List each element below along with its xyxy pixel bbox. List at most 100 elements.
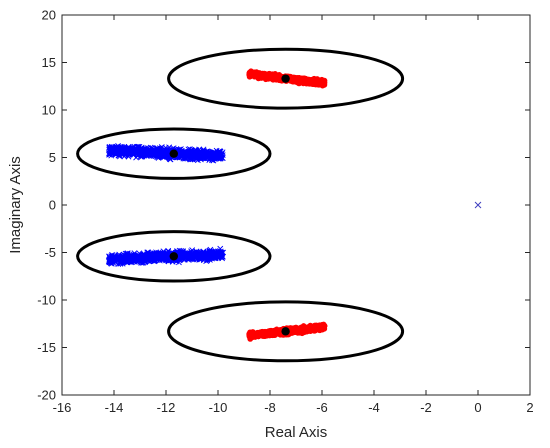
points-layer bbox=[105, 68, 328, 342]
scatter-point bbox=[209, 252, 216, 259]
y-tick-label: -20 bbox=[37, 388, 56, 403]
scatter-point bbox=[142, 151, 149, 157]
scatter-point bbox=[144, 150, 151, 157]
scatter-point bbox=[313, 81, 320, 88]
scatter-point bbox=[147, 255, 154, 262]
scatter-point bbox=[308, 79, 315, 85]
scatter-point bbox=[305, 328, 312, 334]
scatter-point bbox=[303, 80, 310, 87]
scatter-point bbox=[208, 155, 215, 162]
centroid-point bbox=[169, 252, 178, 261]
confidence-ellipse bbox=[167, 300, 405, 363]
scatter-point bbox=[107, 260, 114, 267]
scatter-point bbox=[189, 156, 196, 163]
scatter-point bbox=[321, 79, 328, 86]
scatter-point bbox=[271, 328, 277, 334]
scatter-point bbox=[188, 248, 194, 255]
x-tick-label: -6 bbox=[316, 400, 328, 415]
ellipse-layer bbox=[76, 47, 405, 363]
scatter-point bbox=[185, 148, 192, 155]
y-tick-label: 5 bbox=[49, 150, 56, 165]
confidence-ellipse bbox=[76, 230, 272, 283]
scatter-point bbox=[158, 146, 164, 153]
scatter-point bbox=[181, 152, 188, 158]
scatter-point bbox=[200, 257, 207, 264]
scatter-point bbox=[216, 149, 223, 156]
y-tick-label: -5 bbox=[44, 245, 56, 260]
scatter-point bbox=[188, 252, 195, 259]
scatter-point bbox=[117, 258, 124, 265]
plot-background bbox=[62, 15, 530, 395]
scatter-point bbox=[217, 248, 224, 255]
scatter-point bbox=[320, 323, 327, 329]
scatter-point bbox=[129, 150, 136, 157]
scatter-point bbox=[138, 255, 145, 262]
x-tick-label: -8 bbox=[264, 400, 276, 415]
scatter-point bbox=[248, 333, 255, 340]
scatter-point bbox=[261, 331, 268, 338]
scatter-point bbox=[292, 76, 299, 83]
scatter-point bbox=[159, 250, 166, 257]
scatter-point bbox=[185, 150, 192, 157]
scatter-point bbox=[151, 149, 158, 156]
y-tick-label: 15 bbox=[42, 55, 56, 70]
scatter-point bbox=[133, 258, 139, 264]
x-tick-label: -10 bbox=[209, 400, 228, 415]
scatter-point bbox=[123, 145, 130, 152]
scatter-point bbox=[195, 249, 202, 256]
origin-layer bbox=[474, 201, 482, 209]
centroid-point bbox=[281, 74, 290, 83]
centroid-layer bbox=[169, 74, 290, 336]
x-tick-label: -14 bbox=[105, 400, 124, 415]
y-tick-label: 20 bbox=[42, 8, 56, 23]
scatter-point bbox=[161, 149, 168, 156]
scatter-point bbox=[256, 73, 263, 80]
scatter-point bbox=[123, 257, 130, 264]
scatter-point bbox=[122, 250, 129, 257]
scatter-point bbox=[218, 252, 225, 259]
y-tick-label: 0 bbox=[49, 198, 56, 213]
scatter-point bbox=[106, 144, 113, 151]
blue-cluster bbox=[105, 245, 227, 267]
scatter-point bbox=[247, 72, 254, 79]
scatter-point bbox=[195, 251, 202, 258]
origin-point bbox=[474, 201, 482, 209]
scatter-point bbox=[177, 148, 183, 155]
scatter-point bbox=[212, 254, 219, 261]
x-axis-label: Real Axis bbox=[265, 424, 328, 441]
scatter-point bbox=[164, 249, 170, 256]
scatter-point bbox=[198, 150, 205, 156]
scatter-point bbox=[115, 252, 122, 259]
y-tick-label: 10 bbox=[42, 103, 56, 118]
y-tick-label: -15 bbox=[37, 340, 56, 355]
scatter-point bbox=[300, 328, 306, 335]
scatter-point bbox=[267, 330, 273, 337]
x-tick-label: -16 bbox=[53, 400, 72, 415]
confidence-ellipse bbox=[76, 127, 272, 180]
scatter-point bbox=[176, 154, 183, 161]
scatter-point bbox=[113, 145, 120, 152]
x-tick-label: 0 bbox=[474, 400, 481, 415]
scatter-point bbox=[152, 253, 159, 260]
scatter-point bbox=[219, 155, 226, 161]
scatter-point bbox=[184, 250, 191, 256]
scatter-point bbox=[157, 152, 163, 159]
scatter-point bbox=[200, 154, 206, 160]
y-axis-label: Imaginary Axis bbox=[7, 156, 24, 254]
x-tick-label: -4 bbox=[368, 400, 380, 415]
scatter-point bbox=[206, 151, 213, 158]
y-tick-label: -10 bbox=[37, 293, 56, 308]
scatter-point bbox=[166, 144, 173, 151]
scatter-point bbox=[123, 259, 130, 266]
x-tick-label: -2 bbox=[420, 400, 432, 415]
scatter-point bbox=[205, 148, 212, 155]
x-tick-label: 2 bbox=[526, 400, 533, 415]
centroid-point bbox=[281, 327, 290, 336]
scatter-point bbox=[177, 250, 184, 257]
x-tick-label: -12 bbox=[157, 400, 176, 415]
scatter-point bbox=[133, 147, 140, 154]
confidence-ellipse bbox=[167, 47, 405, 110]
scatter-point bbox=[106, 151, 112, 158]
scatter-point bbox=[131, 151, 137, 158]
